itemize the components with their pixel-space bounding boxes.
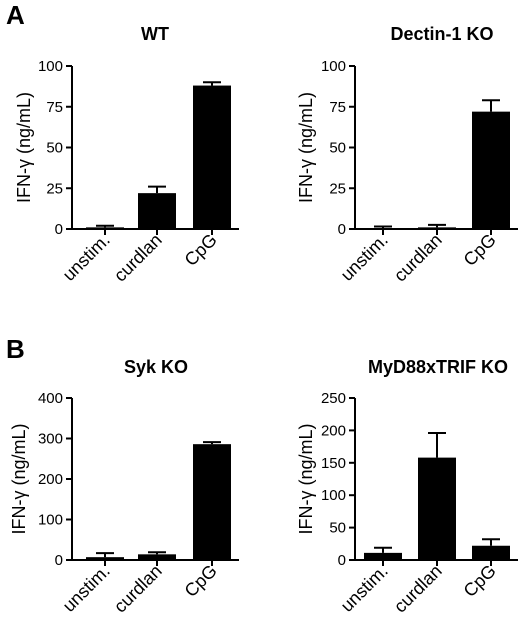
- bar: [364, 228, 402, 230]
- bar: [472, 545, 510, 560]
- bar: [138, 193, 176, 229]
- bar: [138, 554, 176, 560]
- category-label: CpG: [181, 561, 221, 601]
- y-tick-label: 200: [321, 422, 346, 439]
- category-label: unstim.: [59, 230, 114, 285]
- category-label: CpG: [460, 561, 500, 601]
- y-tick-label: 0: [338, 552, 346, 569]
- bar: [418, 457, 456, 560]
- bar: [193, 85, 231, 229]
- bar: [86, 227, 124, 229]
- y-tick-label: 250: [321, 390, 346, 407]
- bar: [364, 552, 402, 560]
- chart-title: Dectin-1 KO: [390, 24, 493, 44]
- y-tick-label: 300: [38, 431, 63, 448]
- y-tick-label: 100: [321, 58, 346, 75]
- bar: [418, 227, 456, 229]
- y-axis-label: IFN-γ (ng/mL): [296, 423, 316, 534]
- y-tick-label: 75: [46, 99, 63, 116]
- panel-label-b: B: [6, 334, 25, 364]
- category-label: curdlan: [110, 230, 166, 286]
- chart-title: MyD88xTRIF KO: [368, 357, 508, 377]
- chart-title: Syk KO: [124, 357, 188, 377]
- category-label: CpG: [181, 230, 221, 270]
- category-label: curdlan: [110, 561, 166, 617]
- y-axis-label: IFN-γ (ng/mL): [296, 92, 316, 203]
- category-label: curdlan: [390, 230, 446, 286]
- y-tick-label: 150: [321, 455, 346, 472]
- y-axis-label: IFN-γ (ng/mL): [9, 423, 29, 534]
- y-tick-label: 50: [329, 520, 346, 537]
- category-label: curdlan: [390, 561, 446, 617]
- y-tick-label: 100: [321, 487, 346, 504]
- chart-title: WT: [141, 24, 169, 44]
- y-tick-label: 50: [46, 140, 63, 157]
- category-label: unstim.: [59, 561, 114, 616]
- y-tick-label: 100: [38, 512, 63, 529]
- bar: [472, 111, 510, 229]
- y-tick-label: 25: [329, 180, 346, 197]
- panel-label-a: A: [6, 0, 25, 30]
- y-tick-label: 50: [329, 140, 346, 157]
- y-tick-label: 100: [38, 58, 63, 75]
- category-label: CpG: [460, 230, 500, 270]
- bar: [86, 557, 124, 560]
- y-tick-label: 0: [55, 221, 63, 238]
- y-tick-label: 200: [38, 471, 63, 488]
- y-tick-label: 400: [38, 390, 63, 407]
- bar: [193, 444, 231, 560]
- y-tick-label: 25: [46, 180, 63, 197]
- y-axis-label: IFN-γ (ng/mL): [14, 92, 34, 203]
- y-tick-label: 75: [329, 99, 346, 116]
- y-tick-label: 0: [55, 552, 63, 569]
- y-tick-label: 0: [338, 221, 346, 238]
